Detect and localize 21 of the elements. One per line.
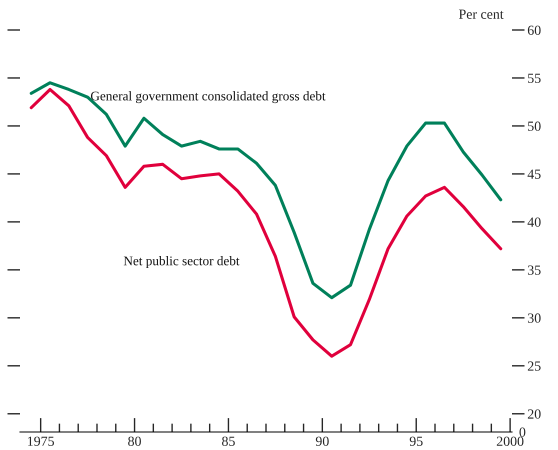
y-tick-label: 45 bbox=[528, 170, 541, 179]
y-tick-label: 20 bbox=[528, 409, 541, 419]
x-tick-label: 1975 bbox=[28, 436, 54, 446]
line-series bbox=[30, 81, 502, 300]
x-tick-label: 95 bbox=[410, 436, 423, 446]
x-tick-label: 85 bbox=[222, 436, 235, 446]
y-tick-label: 30 bbox=[528, 313, 541, 323]
text: Net public sector debt bbox=[124, 256, 240, 268]
y-tick-label: 50 bbox=[528, 122, 541, 131]
line-series bbox=[30, 88, 502, 358]
y-tick-label: 25 bbox=[528, 361, 541, 371]
y-tick-label: 40 bbox=[528, 217, 541, 227]
x-tick-label: 90 bbox=[316, 436, 329, 446]
y-tick-label: 35 bbox=[528, 265, 541, 275]
y-tick-label: 60 bbox=[528, 26, 541, 35]
text: 0 bbox=[519, 427, 526, 437]
x-tick-label: 2000 bbox=[496, 436, 524, 446]
x-tick-label: 80 bbox=[128, 436, 141, 446]
y-tick-label: 55 bbox=[528, 74, 541, 83]
y-axis-title: Per cent bbox=[458, 10, 504, 19]
series-label: General government consolidated gross debt bbox=[90, 91, 326, 104]
